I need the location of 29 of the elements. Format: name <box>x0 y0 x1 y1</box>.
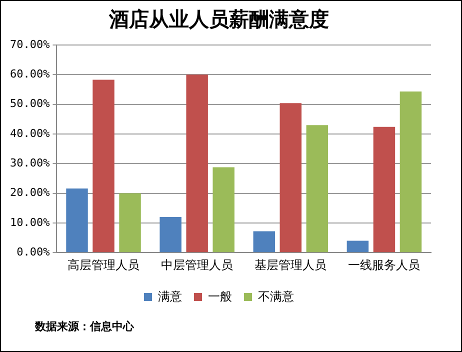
y-tick-label: 20.00% <box>10 186 50 200</box>
x-tick-label: 基层管理人员 <box>254 258 327 272</box>
y-tick-label: 50.00% <box>10 97 50 110</box>
source-note: 数据来源：信息中心 <box>35 319 134 334</box>
legend-label: 不满意 <box>258 289 294 304</box>
legend-label: 一般 <box>208 289 232 304</box>
y-tick-label: 70.00% <box>10 38 50 51</box>
x-tick-label: 高层管理人员 <box>68 258 140 272</box>
bar <box>92 80 114 252</box>
bar <box>119 193 141 252</box>
bar <box>253 231 276 252</box>
bar <box>346 240 369 252</box>
bar <box>373 126 396 252</box>
bar <box>160 217 182 252</box>
y-tick-label: 10.00% <box>10 216 50 229</box>
bar <box>400 92 422 252</box>
chart-title: 酒店从业人员薪酬满意度 <box>108 7 329 32</box>
y-tick-label: 40.00% <box>10 126 50 140</box>
bar <box>280 103 302 252</box>
bar <box>66 188 88 252</box>
y-tick-label: 30.00% <box>10 156 50 170</box>
x-tick-label: 中层管理人员 <box>161 258 234 272</box>
x-tick-label: 一线服务人员 <box>348 258 420 272</box>
bar <box>306 125 328 252</box>
legend-label: 满意 <box>158 289 182 304</box>
bar <box>212 167 234 252</box>
bar <box>186 74 208 252</box>
y-tick-label: 0.00% <box>16 245 50 258</box>
y-tick-label: 60.00% <box>10 68 50 81</box>
